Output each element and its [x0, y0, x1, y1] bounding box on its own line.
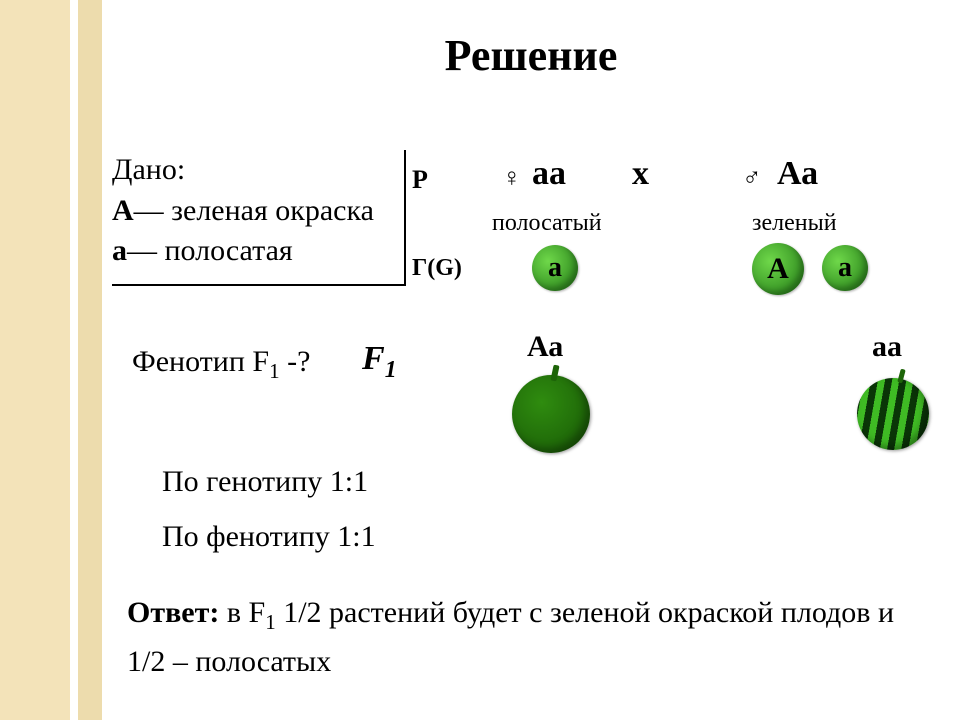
given-line-2: а— полосатая: [112, 231, 374, 272]
given-line-1: А— зеленая окраска: [112, 191, 374, 232]
sidebar-gap: [70, 0, 78, 720]
answer-text-prefix: в F: [219, 596, 265, 629]
female-symbol: ♀: [502, 163, 522, 193]
allele-dominant: А: [112, 194, 134, 227]
given-block: Дано: А— зеленая окраска а— полосатая: [112, 150, 406, 286]
phenotype-q-sub: 1: [269, 359, 280, 383]
male-genotype: Аа: [777, 155, 818, 193]
fruit-striped-icon: [857, 378, 929, 450]
slide-content: Решение Дано: А— зеленая окраска а— поло…: [102, 0, 960, 720]
fruit-green-icon: [512, 375, 590, 453]
allele-dominant-desc: — зеленая окраска: [134, 194, 374, 227]
cross-symbol: х: [632, 155, 649, 193]
f1-genotype-2: аа: [872, 330, 902, 364]
phenotype-question: Фенотип F1 -?: [132, 345, 310, 384]
female-phenotype: полосатый: [492, 210, 602, 237]
male-phenotype: зеленый: [752, 210, 837, 237]
gamete-male-small-a: а: [822, 245, 868, 291]
male-symbol: ♂: [742, 163, 762, 193]
answer-text-sub: 1: [265, 610, 276, 634]
phenotype-ratio: По фенотипу 1:1: [162, 520, 376, 554]
gamete-female-a: а: [532, 245, 578, 291]
f1-genotype-1: Аа: [527, 330, 563, 364]
allele-recessive: а: [112, 234, 127, 267]
f1-label: F1: [362, 340, 397, 384]
sidebar-decoration: [0, 0, 102, 720]
phenotype-q-prefix: Фенотип F: [132, 345, 269, 378]
sidebar-right-col: [78, 0, 102, 720]
sidebar-left-col: [0, 0, 70, 720]
given-label: Дано:: [112, 150, 374, 191]
f1-label-base: F: [362, 340, 385, 377]
answer-label: Ответ:: [127, 596, 219, 629]
gametes-label: Г(G): [412, 255, 462, 282]
slide-title: Решение: [102, 30, 960, 81]
allele-recessive-desc: — полосатая: [127, 234, 293, 267]
f1-label-sub: 1: [385, 357, 397, 383]
parent-row: ♀ аа х ♂ Аа: [412, 155, 952, 205]
phenotype-q-suffix: -?: [280, 345, 311, 378]
gamete-male-big-a: А: [752, 243, 804, 295]
genotype-ratio: По генотипу 1:1: [162, 465, 368, 499]
female-genotype: аа: [532, 155, 566, 193]
answer-block: Ответ: в F1 1/2 растений будет с зеленой…: [127, 590, 937, 685]
